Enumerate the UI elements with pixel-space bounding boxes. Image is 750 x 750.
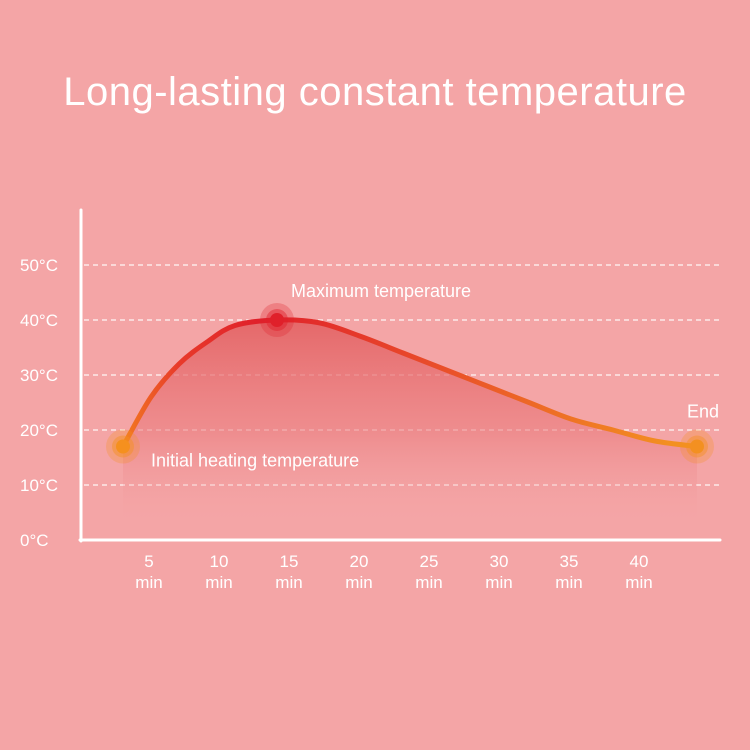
- y-tick-label: 0°C: [20, 531, 49, 550]
- x-tick-unit: min: [345, 573, 372, 592]
- data-point: [270, 313, 284, 327]
- x-tick-label: 20: [350, 552, 369, 571]
- x-tick-label: 35: [560, 552, 579, 571]
- annotation-label: End: [687, 402, 719, 422]
- points: [106, 303, 714, 464]
- y-tick-label: 40°C: [20, 311, 58, 330]
- x-tick-unit: min: [485, 573, 512, 592]
- x-tick-label: 5: [144, 552, 153, 571]
- labels: Initial heating temperature Maximum tempe…: [151, 281, 719, 471]
- x-tick-label: 30: [490, 552, 509, 571]
- series-line: [120, 317, 700, 449]
- axes: 0°C 10°C 20°C 30°C 40°C 50°C 5 min 10 min 15 min 20 m…: [20, 208, 722, 592]
- x-tick-label: 40: [630, 552, 649, 571]
- chart-title: Long-lasting constant temperature: [63, 70, 687, 114]
- y-tick-label: 50°C: [20, 256, 58, 275]
- data-point: [116, 439, 130, 454]
- temperature-line: [120, 317, 700, 449]
- annotation-label: Maximum temperature: [291, 281, 471, 301]
- y-tick-label: 10°C: [20, 476, 58, 495]
- data-point: [690, 439, 704, 454]
- area-fill: [123, 319, 697, 528]
- x-tick-unit: min: [415, 573, 442, 592]
- x-tick-unit: min: [135, 573, 162, 592]
- area-under-curve: [123, 319, 697, 528]
- x-tick-label: 15: [280, 552, 299, 571]
- y-tick-label: 30°C: [20, 366, 58, 385]
- x-tick-unit: min: [275, 573, 302, 592]
- x-tick-unit: min: [205, 573, 232, 592]
- x-tick-label: 25: [420, 552, 439, 571]
- x-tick-label: 10: [210, 552, 229, 571]
- x-tick-unit: min: [625, 573, 652, 592]
- x-tick-unit: min: [555, 573, 582, 592]
- annotation-label: Initial heating temperature: [151, 451, 359, 471]
- y-tick-label: 20°C: [20, 421, 58, 440]
